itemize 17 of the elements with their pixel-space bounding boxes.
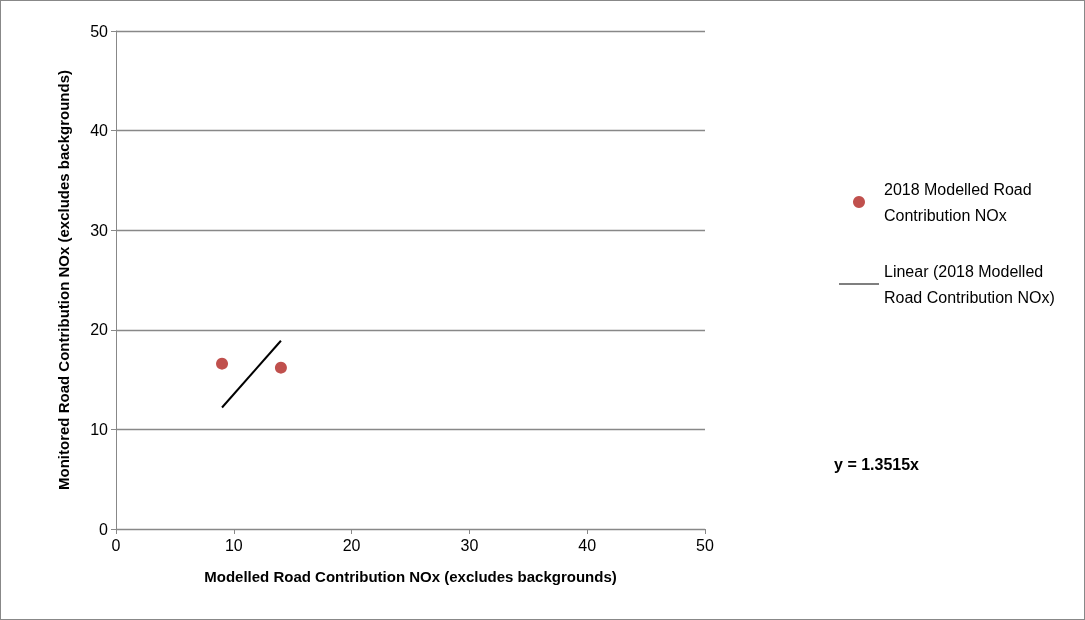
y-tick-label: 20 [90,321,109,339]
legend-label: 2018 Modelled Road Contribution NOx [884,180,1037,224]
x-tick-label: 0 [111,536,121,554]
x-tick-label: 40 [578,536,597,554]
x-axis-title: Modelled Road Contribution NOx (excludes backgrounds) [204,568,617,585]
legend-label: Linear (2018 Modelled Road Contribution NOx) [884,262,1055,306]
y-tick-label: 10 [90,420,109,438]
y-tick-label: 40 [90,122,109,140]
x-tick-label: 50 [696,536,714,554]
x-tick-label: 20 [342,536,361,554]
y-tick-label: 0 [99,520,109,538]
text: y = 1.3515x [834,455,920,473]
x-tick-label: 30 [460,536,479,554]
y-tick-label: 30 [90,221,109,239]
y-tick-label: 50 [90,22,109,40]
x-tick-label: 10 [224,536,243,554]
y-axis-title: Monitored Road Contribution NOx (excludes backgrounds) [55,69,72,491]
